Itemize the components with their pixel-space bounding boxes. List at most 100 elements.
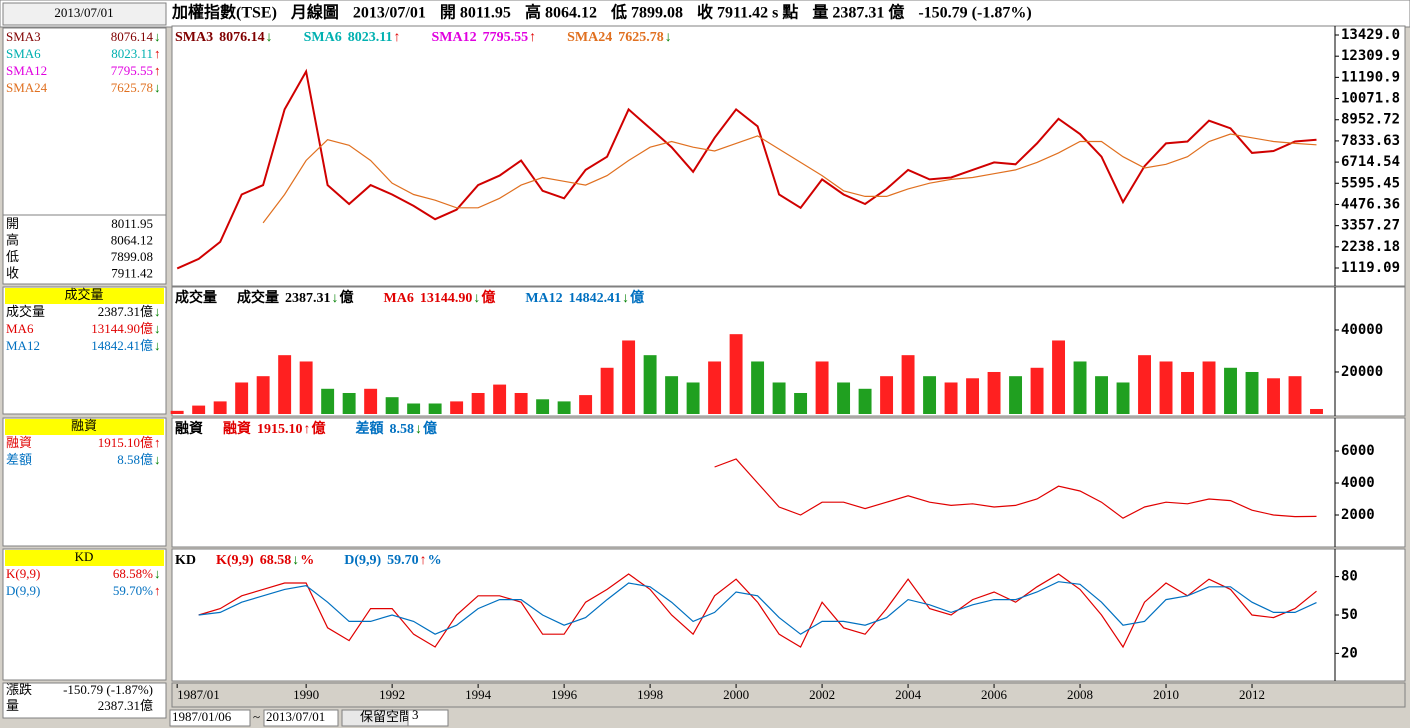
sidebar-arrow: ↓ <box>154 80 161 95</box>
x-tick-label: 2012 <box>1239 687 1265 702</box>
date-from: 1987/01/06 <box>172 709 232 724</box>
volume-bar <box>858 388 872 414</box>
volume-bar <box>557 401 571 414</box>
header-item: 加權指數(TSE) <box>171 3 277 22</box>
volume-bar <box>579 395 593 414</box>
sidebar-arrow: ↑ <box>154 583 161 598</box>
volume-bar <box>514 392 528 414</box>
volume-bar <box>600 367 614 414</box>
x-tick-label: 2004 <box>895 687 922 702</box>
x-tick-label: 2010 <box>1153 687 1179 702</box>
legend-unit: 億 <box>340 289 354 306</box>
volume-bar <box>837 382 851 414</box>
panel-title-bg <box>5 288 164 304</box>
sidebar-value: 8076.14 <box>111 29 154 44</box>
volume-bar <box>235 382 249 414</box>
sidebar-arrow: ↑ <box>154 63 161 78</box>
legend-unit: % <box>300 553 314 568</box>
count: 3 <box>412 707 419 722</box>
sidebar-box <box>2 682 167 719</box>
sidebar-label: 高 <box>6 232 19 247</box>
y-tick-label: 10071.8 <box>1341 91 1400 107</box>
legend-arrow: ↑ <box>304 422 311 437</box>
volume-bar <box>256 376 270 414</box>
volume-bar <box>1116 382 1130 414</box>
volume-bar <box>1030 367 1044 414</box>
sidebar-label: 量 <box>6 698 19 713</box>
sidebar-label: 開 <box>6 216 19 231</box>
legend-value: 8.58 <box>390 422 415 437</box>
y-tick-label: 2000 <box>1341 507 1375 523</box>
legend-name: SMA12 <box>431 30 476 45</box>
header-item: 開 8011.95 <box>440 4 511 22</box>
date-to-box[interactable] <box>263 709 339 727</box>
sidebar-arrow: ↑ <box>154 435 161 450</box>
y-tick-label: 6000 <box>1341 443 1375 459</box>
legend-name: SMA24 <box>567 30 612 45</box>
legend-arrow: ↓ <box>415 422 422 437</box>
sidebar-box <box>2 548 167 681</box>
sidebar-arrow: ↓ <box>154 304 161 319</box>
volume-bar <box>1073 361 1087 414</box>
sidebar-value: 7899.08 <box>111 249 153 264</box>
header-item: 低 7899.08 <box>610 3 683 22</box>
volume-bar <box>880 376 894 414</box>
volume-bar <box>407 403 421 414</box>
sidebar-label: SMA3 <box>6 29 41 44</box>
date-to: 2013/07/01 <box>266 709 325 724</box>
series-line <box>198 573 1317 649</box>
series-line <box>714 458 1317 519</box>
legend-name: MA12 <box>525 291 562 306</box>
reserve-label: 保留空間 <box>360 709 412 724</box>
sidebar-label: 漲跌 <box>6 682 32 697</box>
volume-bar <box>1245 371 1259 414</box>
volume-bar <box>493 384 507 414</box>
legend-arrow: ↑ <box>420 553 427 568</box>
volume-bar <box>1181 371 1194 414</box>
volume-bar <box>299 361 313 414</box>
header-item: 月線圖 <box>290 3 339 22</box>
volume-bar <box>536 399 550 414</box>
volume-bar <box>923 376 937 414</box>
legend-title: KD <box>175 553 196 568</box>
y-tick-label: 12309.9 <box>1341 48 1400 64</box>
volume-bar <box>1138 355 1151 414</box>
legend-value: 68.58 <box>260 553 292 568</box>
header-item: 量 2387.31 億 <box>812 3 904 22</box>
legend-value: 13144.90 <box>420 291 473 306</box>
sidebar-value: 2387.31億 <box>98 304 153 319</box>
sidebar-value: 8023.11 <box>111 46 153 61</box>
volume-bar <box>772 382 786 414</box>
volume-bar <box>1202 361 1216 414</box>
sidebar-value: 13144.90億 <box>91 321 153 336</box>
series-line <box>262 133 1317 224</box>
legend-value: 2387.31 <box>285 291 331 306</box>
legend-value: 59.70 <box>387 553 419 568</box>
volume-bar <box>213 401 227 414</box>
volume-bar <box>1009 376 1023 414</box>
sidebar-arrow: ↓ <box>154 452 161 467</box>
volume-bar <box>622 340 636 414</box>
chart-panel <box>171 25 1406 287</box>
volume-bar <box>170 410 184 414</box>
legend-name: 差額 <box>356 420 384 437</box>
volume-bar <box>1267 378 1280 414</box>
sidebar-value: 8011.95 <box>111 216 153 231</box>
volume-bar <box>751 361 765 414</box>
date-from-box[interactable] <box>169 709 251 727</box>
volume-bar <box>1224 367 1237 414</box>
volume-bar <box>471 392 485 414</box>
sidebar-label: MA12 <box>6 338 40 353</box>
x-tick-label: 2000 <box>723 687 749 702</box>
x-tick-label: 2008 <box>1067 687 1093 702</box>
sidebar-label: MA6 <box>6 321 34 336</box>
volume-bar <box>278 355 292 414</box>
sidebar-arrow: ↓ <box>154 321 161 336</box>
volume-bar <box>321 388 335 414</box>
chart-panel <box>171 417 1406 548</box>
volume-bar <box>643 355 657 414</box>
count-box[interactable] <box>407 709 449 727</box>
legend-arrow: ↑ <box>393 30 400 45</box>
sidebar-label: 融資 <box>6 435 32 450</box>
